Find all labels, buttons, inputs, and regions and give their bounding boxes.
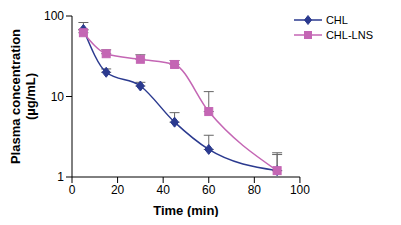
svg-text:100: 100 [44,9,64,23]
svg-text:10: 10 [51,90,65,104]
svg-text:0: 0 [69,183,76,197]
html-text:CHL-LNS: CHL-LNS [325,28,373,41]
svg-text:60: 60 [202,183,216,197]
svg-text:Time (min): Time (min) [153,203,219,217]
svg-text:80: 80 [248,183,262,197]
svg-text:Plasma concentration(µg/mL): Plasma concentration(µg/mL) [8,29,38,164]
html-text:CHL: CHL [325,13,348,26]
svg-text:40: 40 [156,183,170,197]
svg-text:1: 1 [57,170,64,184]
svg-text:20: 20 [111,183,125,197]
svg-text:100: 100 [290,183,310,197]
